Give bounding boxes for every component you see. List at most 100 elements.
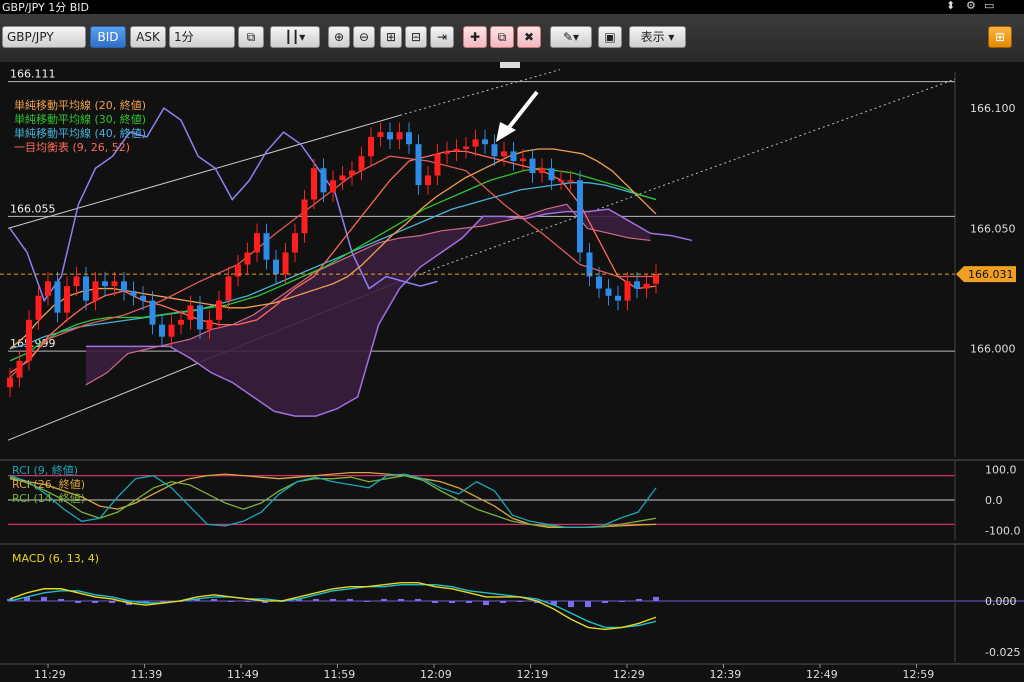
senkou-span-b	[85, 203, 651, 386]
candle	[168, 324, 175, 337]
candle	[111, 281, 118, 287]
fit-height-icon[interactable]: ⊟	[405, 26, 427, 48]
maximize-icon[interactable]: ▭	[984, 0, 995, 12]
draw-delete-icon[interactable]: ✖	[517, 26, 541, 48]
gear-icon[interactable]: ⚙	[966, 0, 976, 12]
link-icon[interactable]: ⧉	[238, 26, 264, 48]
display-menu[interactable]: 表示 ▾	[629, 26, 686, 48]
candle	[577, 180, 583, 253]
zoom-in-icon[interactable]: ⊕	[328, 26, 350, 48]
arrow-head	[496, 122, 516, 142]
candle	[7, 377, 13, 388]
candle	[358, 156, 365, 171]
macd-histogram-bar	[551, 600, 557, 606]
macd-histogram-bar	[347, 598, 353, 601]
candle	[444, 151, 450, 154]
ask-button[interactable]: ASK	[130, 26, 166, 48]
sma40-line	[9, 182, 657, 350]
trend-line-ext	[399, 78, 956, 282]
time-tick-label: 11:29	[34, 668, 66, 681]
time-tick-label: 12:49	[806, 668, 838, 681]
macd-histogram-bar	[75, 600, 81, 603]
time-axis: 11:29 11:39 11:49 11:59 12:09 12:19 12:29 12:39…	[0, 663, 1024, 681]
fit-width-icon[interactable]: ⊞	[380, 26, 402, 48]
candle	[83, 276, 89, 301]
candle	[406, 132, 412, 145]
chart-background	[0, 62, 1024, 682]
layout-icon[interactable]: ⊞	[988, 26, 1012, 48]
macd-histogram-bar	[432, 600, 438, 603]
candle	[178, 319, 184, 325]
rci-tick-label: 100.0	[985, 464, 1017, 477]
candle	[634, 281, 640, 289]
draw-add-icon[interactable]: ✚	[463, 26, 487, 48]
macd-histogram-bar	[24, 596, 30, 601]
rci14-line	[9, 474, 657, 529]
pencil-icon[interactable]: ✎▾	[550, 26, 592, 48]
macd-histogram-bar	[466, 600, 472, 603]
candle	[282, 252, 289, 275]
ichimoku-cloud	[86, 204, 651, 417]
chart-area[interactable]: 166.111166.055165.999166.100166.050166.0…	[0, 62, 1024, 682]
timeframe-select[interactable]: 1分	[169, 26, 235, 48]
macd-histogram-bar	[415, 598, 421, 601]
draw-copy-icon[interactable]: ⧉	[490, 26, 514, 48]
candle	[453, 149, 460, 152]
macd-histogram-bar	[500, 600, 506, 603]
macd-line	[9, 581, 657, 631]
candle	[605, 288, 612, 296]
candle	[273, 259, 279, 275]
macd-signal-line	[9, 583, 657, 629]
sma20-line	[9, 148, 657, 350]
candle	[292, 233, 298, 253]
legend-entry: 単純移動平均線 (30, 終値)	[14, 112, 146, 126]
candle	[558, 180, 564, 182]
zoom-out-icon[interactable]: ⊖	[353, 26, 375, 48]
macd-histogram-bar	[262, 600, 268, 603]
macd-histogram-bar	[92, 600, 98, 603]
macd-histogram-bar	[483, 600, 489, 606]
candle	[73, 276, 80, 287]
price-tick-label: 166.100	[970, 102, 1016, 115]
candle	[510, 151, 517, 162]
macd-histogram-bar	[449, 600, 455, 603]
arrow-annotation	[505, 90, 539, 132]
time-tick-label: 11:39	[131, 668, 163, 681]
sma30-line	[9, 167, 657, 362]
shift-icon[interactable]: ⇥	[430, 26, 454, 48]
macd-histogram-bar	[41, 596, 47, 601]
window-title: GBP/JPY 1分 BID	[2, 1, 90, 14]
candle	[520, 158, 526, 162]
candle	[159, 324, 165, 337]
candle	[482, 139, 488, 145]
trend-line	[7, 114, 401, 229]
rci-tick-label: -100.0	[985, 524, 1020, 537]
time-tick-label: 12:19	[517, 668, 549, 681]
pair-select[interactable]: GBP/JPY	[2, 26, 86, 48]
candle	[339, 175, 346, 181]
macd-histogram-bar	[636, 598, 642, 601]
candle	[301, 199, 308, 234]
macd-histogram-bar	[585, 600, 591, 608]
macd-histogram-bar	[381, 598, 387, 601]
macd-histogram-bar	[245, 600, 251, 602]
time-tick-label: 11:49	[227, 668, 259, 681]
time-tick-label: 12:59	[903, 668, 935, 681]
restore-icon[interactable]: ⬍	[946, 0, 956, 12]
macd-histogram-bar	[653, 596, 659, 601]
screenshot-icon[interactable]: ▣	[598, 26, 622, 48]
rci-legend-entry: RCI (9, 終値)	[12, 463, 78, 477]
rci9-line	[9, 473, 657, 529]
candle	[586, 252, 593, 277]
rci-panel: 100.0 0.0 -100.0 RCI (9, 終値)RCI (26, 終値)RCI…	[0, 459, 1024, 540]
candle	[396, 132, 403, 140]
candle-type-icon[interactable]: ┃┃▾	[270, 26, 320, 48]
bid-button[interactable]: BID	[90, 26, 126, 48]
candle	[653, 274, 659, 284]
candle	[539, 168, 545, 174]
time-tick-label: 12:39	[710, 668, 742, 681]
macd-histogram-bar	[517, 600, 523, 602]
rci26-line	[9, 471, 657, 529]
candle	[349, 170, 355, 176]
price-tick-label: 166.050	[970, 222, 1016, 235]
